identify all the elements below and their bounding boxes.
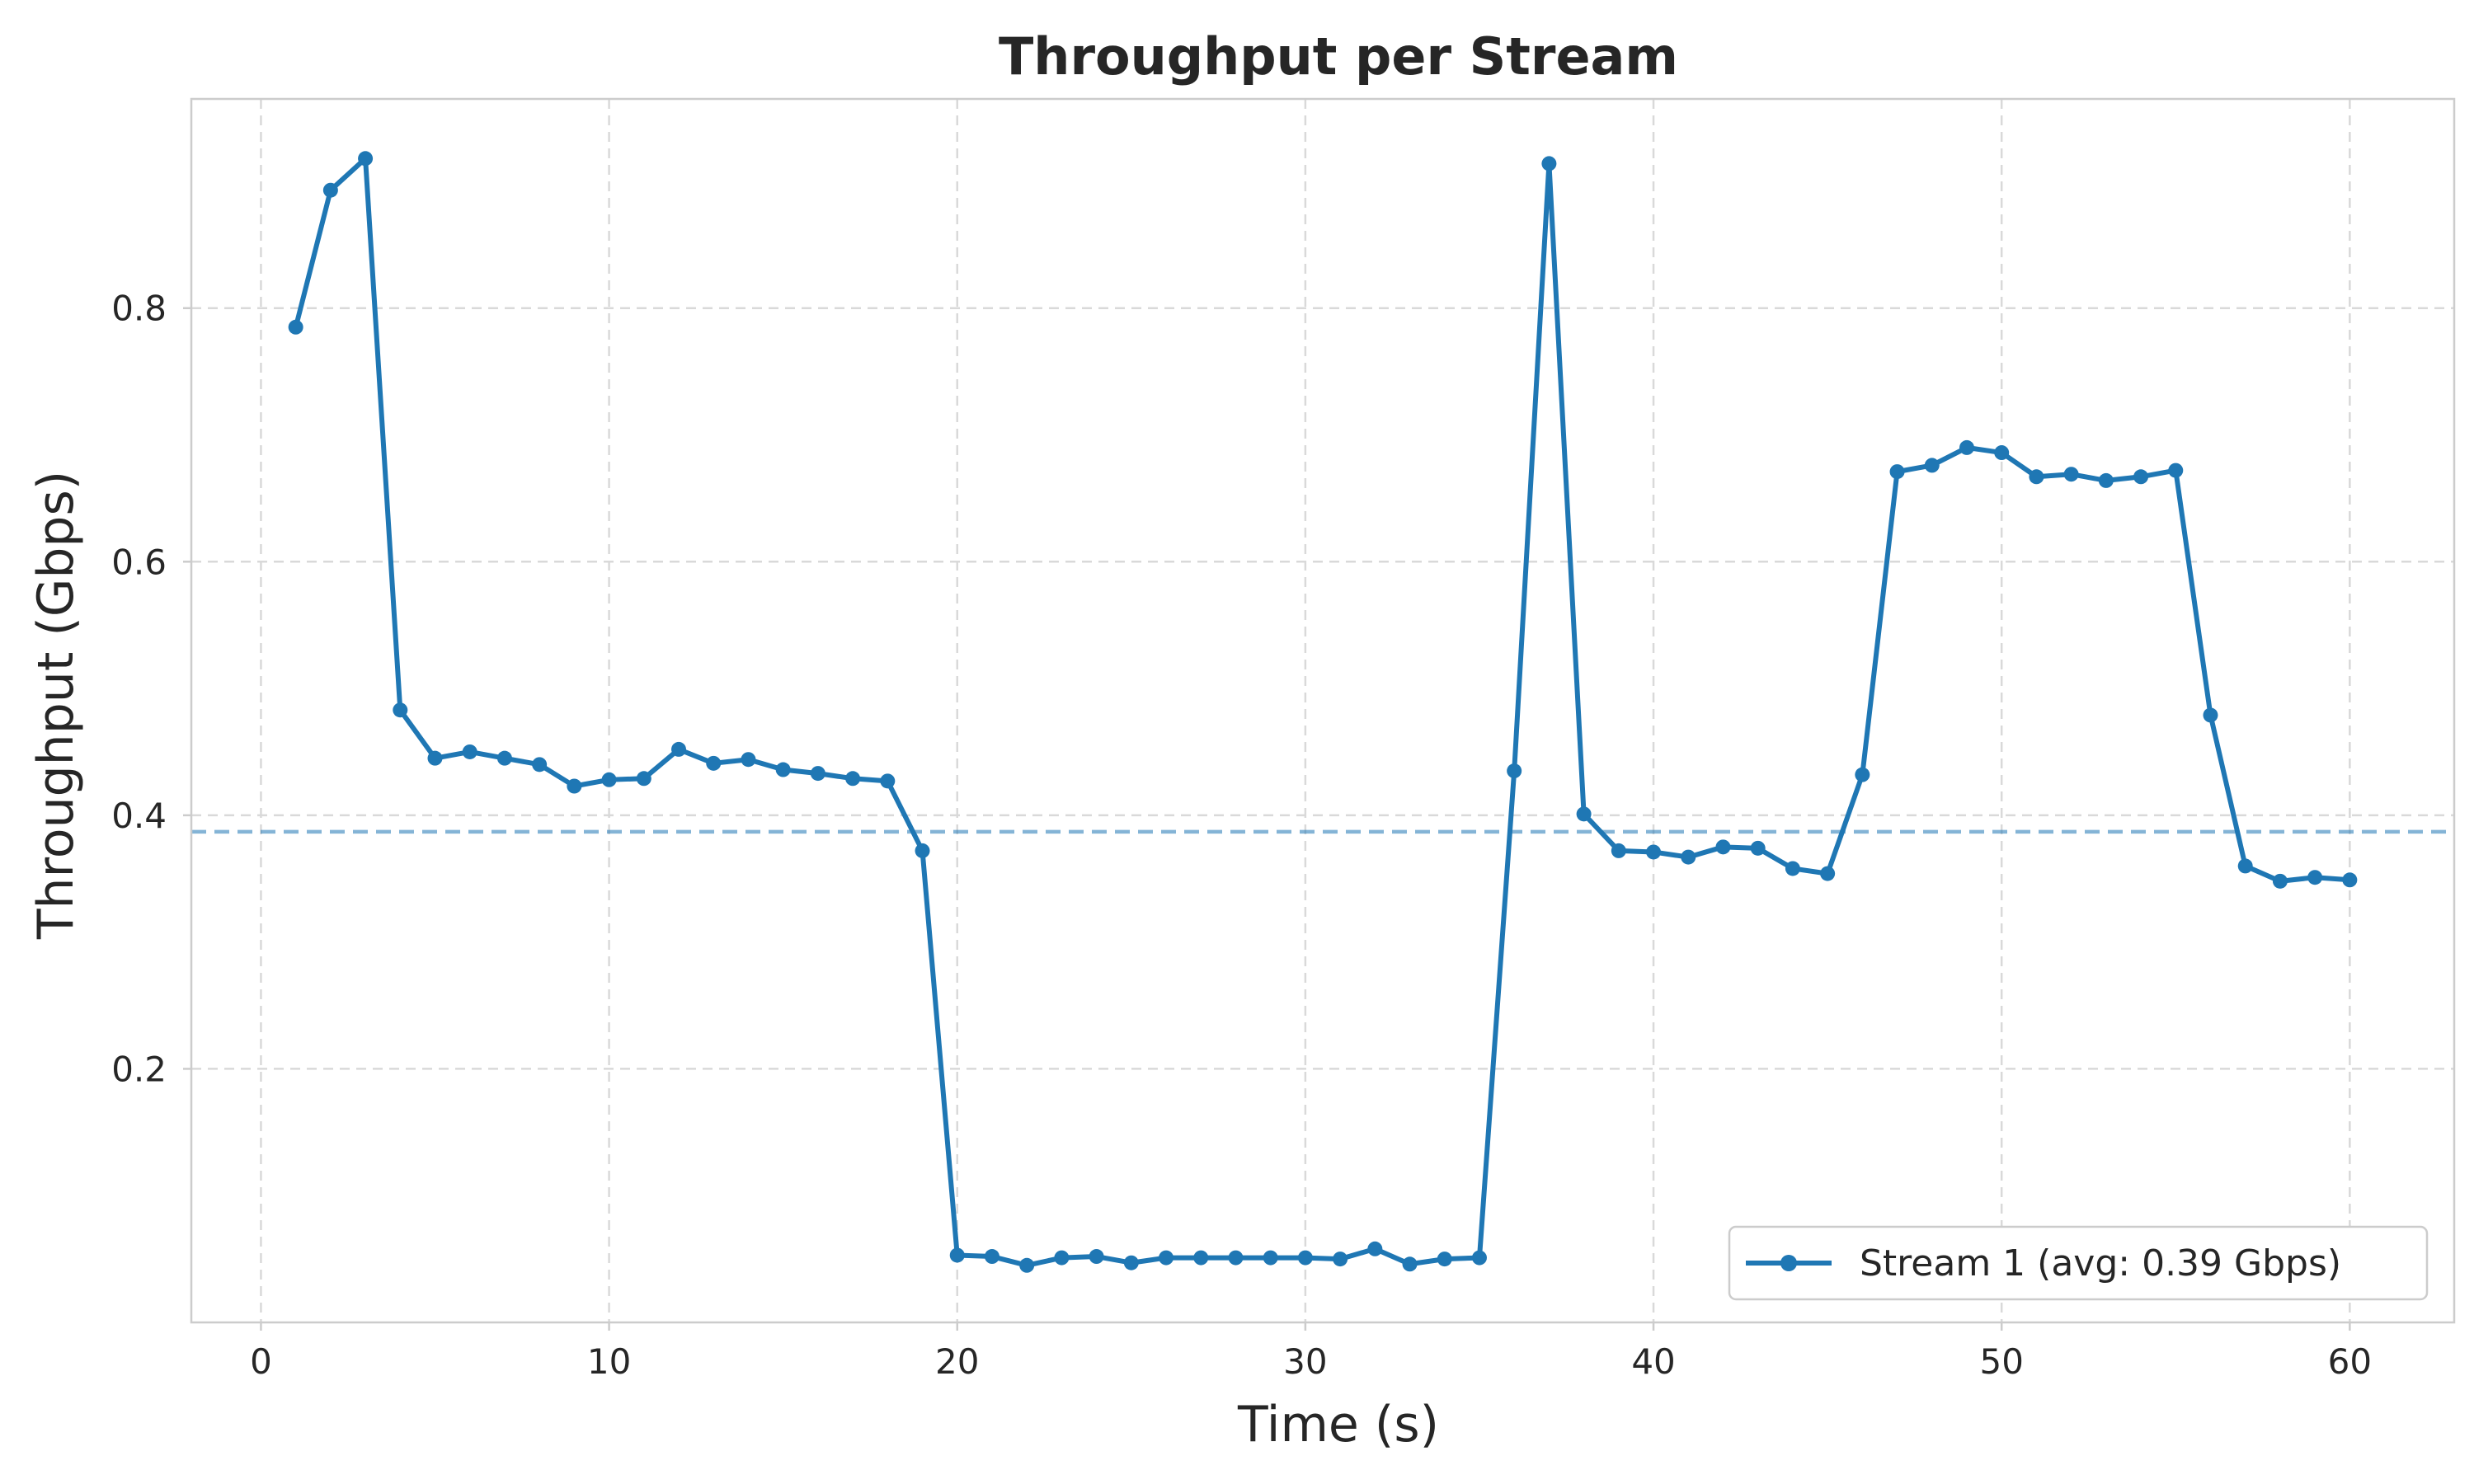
x-tick-label: 50 bbox=[1979, 1341, 2023, 1382]
data-point bbox=[2168, 463, 2184, 478]
data-point bbox=[2098, 472, 2114, 488]
data-point bbox=[636, 771, 651, 787]
data-point bbox=[1333, 1252, 1348, 1267]
y-tick-label: 0.6 bbox=[111, 542, 167, 582]
data-point bbox=[1785, 861, 1800, 876]
data-point bbox=[915, 843, 930, 858]
data-point bbox=[322, 182, 338, 198]
data-point bbox=[1541, 156, 1557, 171]
data-point bbox=[671, 741, 687, 757]
data-point bbox=[1994, 445, 2010, 461]
y-tick-label: 0.2 bbox=[111, 1049, 167, 1089]
data-point bbox=[706, 755, 722, 771]
legend-box bbox=[1728, 1225, 2429, 1301]
data-point bbox=[1471, 1250, 1487, 1266]
data-point bbox=[984, 1249, 999, 1265]
data-point bbox=[1611, 843, 1626, 858]
y-axis: 0.2 0.4 0.6 0.8 bbox=[111, 289, 191, 1089]
data-point bbox=[1959, 439, 1974, 455]
data-point bbox=[1924, 458, 1940, 473]
data-point bbox=[1263, 1250, 1278, 1266]
data-point bbox=[1089, 1249, 1104, 1265]
data-point bbox=[1855, 767, 1870, 782]
data-point bbox=[1123, 1255, 1139, 1270]
data-point bbox=[1402, 1256, 1418, 1272]
x-tick-label: 0 bbox=[250, 1341, 272, 1382]
x-axis: 0 10 20 30 40 50 60 bbox=[250, 1322, 2372, 1382]
data-point bbox=[810, 766, 825, 782]
data-point bbox=[2203, 707, 2218, 723]
data-point bbox=[1054, 1250, 1070, 1266]
data-point bbox=[2342, 872, 2358, 888]
x-tick-label: 30 bbox=[1283, 1341, 1327, 1382]
data-point bbox=[601, 772, 617, 787]
data-point bbox=[1297, 1250, 1313, 1266]
legend-series-label: Stream 1 (avg: 0.39 Gbps) bbox=[1860, 1242, 2341, 1284]
y-tick-label: 0.8 bbox=[111, 289, 167, 329]
y-axis-label: Throughput (Gbps) bbox=[27, 471, 85, 940]
data-point bbox=[1715, 839, 1731, 855]
data-point bbox=[393, 702, 408, 718]
data-point bbox=[2133, 469, 2149, 485]
x-tick-label: 40 bbox=[1631, 1341, 1675, 1382]
data-point bbox=[1193, 1250, 1209, 1266]
data-point bbox=[2029, 469, 2044, 485]
data-point bbox=[1507, 763, 1522, 779]
data-point bbox=[2307, 870, 2323, 885]
data-point bbox=[1750, 840, 1766, 856]
legend-series-marker bbox=[1780, 1255, 1797, 1271]
x-axis-label: Time (s) bbox=[1237, 1396, 1439, 1453]
y-tick-label: 0.4 bbox=[111, 796, 167, 836]
data-point bbox=[288, 319, 303, 335]
data-point bbox=[1228, 1250, 1244, 1266]
data-point bbox=[1159, 1250, 1174, 1266]
data-point bbox=[1681, 849, 1696, 865]
data-point bbox=[496, 750, 512, 766]
x-tick-label: 20 bbox=[935, 1341, 979, 1382]
x-tick-label: 60 bbox=[2328, 1341, 2372, 1382]
data-point bbox=[1889, 464, 1905, 480]
data-point bbox=[1646, 844, 1662, 860]
grid bbox=[191, 99, 2454, 1322]
data-point bbox=[741, 752, 756, 768]
x-tick-label: 10 bbox=[587, 1341, 631, 1382]
data-point bbox=[880, 773, 896, 789]
data-point bbox=[2063, 467, 2079, 482]
data-point bbox=[567, 778, 582, 794]
legend: Stream 1 (avg: 0.39 Gbps) bbox=[1728, 1225, 2429, 1301]
chart-title: Throughput per Stream bbox=[999, 26, 1678, 87]
data-point bbox=[845, 771, 861, 787]
data-point bbox=[358, 151, 374, 167]
data-point bbox=[427, 750, 443, 766]
data-point bbox=[1367, 1241, 1383, 1256]
data-point bbox=[1437, 1252, 1452, 1267]
data-point bbox=[775, 762, 791, 777]
data-point bbox=[949, 1247, 965, 1263]
data-point bbox=[532, 757, 548, 773]
series-layer bbox=[288, 151, 2358, 1273]
plot-frame bbox=[190, 97, 2456, 1324]
data-point bbox=[1820, 866, 1836, 881]
data-point bbox=[1019, 1257, 1035, 1273]
data-point bbox=[2237, 858, 2253, 874]
data-point bbox=[2272, 873, 2288, 889]
data-point bbox=[462, 744, 477, 759]
data-point bbox=[1576, 806, 1592, 822]
